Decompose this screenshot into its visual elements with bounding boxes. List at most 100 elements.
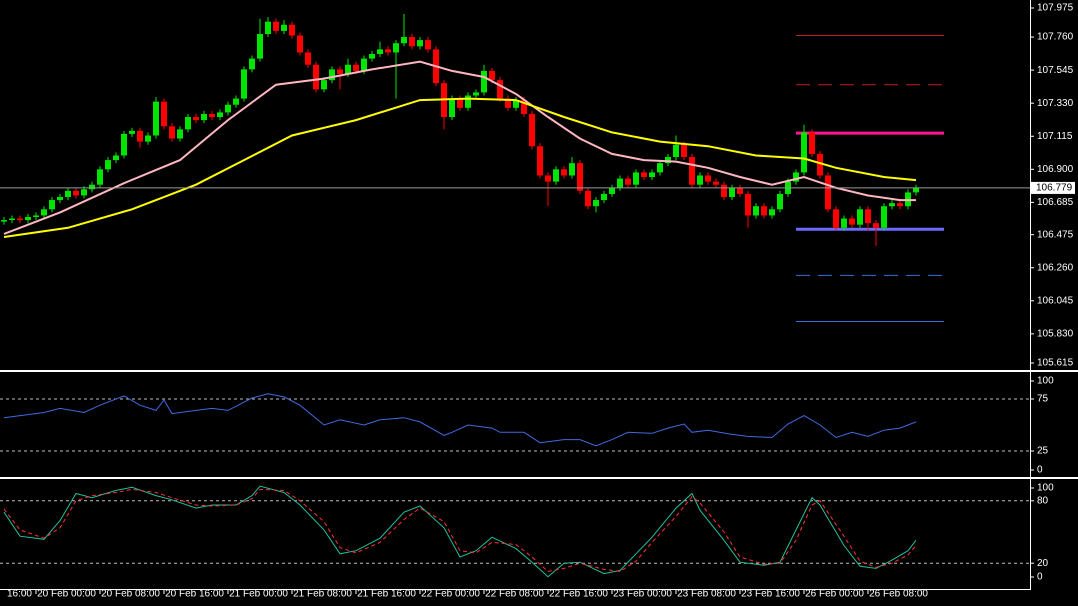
x-tick-label: 20 Feb 08:00 bbox=[101, 589, 160, 600]
x-tick-label: 21 Feb 08:00 bbox=[293, 589, 352, 600]
candle-body bbox=[241, 69, 247, 99]
candle-body bbox=[473, 92, 479, 96]
indicator-line bbox=[3, 485, 917, 578]
candle-body bbox=[481, 70, 487, 93]
x-tick-label: 26 Feb 00:00 bbox=[805, 589, 864, 600]
candle-body bbox=[265, 21, 271, 34]
x-tick-label: 21 Feb 00:00 bbox=[229, 589, 288, 600]
candle-body bbox=[129, 130, 135, 134]
candle-body bbox=[169, 126, 175, 139]
candle-body bbox=[865, 209, 871, 224]
candle-body bbox=[281, 24, 287, 31]
candle-body bbox=[417, 40, 423, 47]
candle-body bbox=[425, 40, 431, 50]
x-tick-label: 16:00 bbox=[7, 589, 32, 600]
y-tick-label: 107.760 bbox=[1037, 32, 1074, 43]
candle-body bbox=[617, 178, 623, 188]
candle-body bbox=[73, 190, 79, 196]
candle-body bbox=[793, 172, 799, 182]
candle-body bbox=[105, 160, 111, 170]
candle-body bbox=[777, 193, 783, 210]
candle-body bbox=[641, 172, 647, 178]
candle-body bbox=[513, 100, 519, 108]
y-tick-label: 105.615 bbox=[1037, 358, 1074, 369]
candle-body bbox=[33, 215, 39, 217]
y-tick-label: 100 bbox=[1037, 483, 1054, 494]
candle-body bbox=[209, 113, 215, 118]
moving-average bbox=[3, 97, 917, 238]
y-tick-label: 0 bbox=[1037, 572, 1043, 583]
candle-body bbox=[329, 69, 335, 81]
candle-body bbox=[625, 178, 631, 185]
y-tick-label: 75 bbox=[1037, 394, 1049, 405]
y-tick-label: 107.975 bbox=[1037, 3, 1074, 14]
candle-body bbox=[377, 49, 383, 54]
candle-body bbox=[881, 206, 887, 228]
y-tick-label: 25 bbox=[1037, 446, 1049, 457]
candle-body bbox=[177, 129, 183, 139]
y-tick-label: 100 bbox=[1037, 376, 1054, 387]
candle-body bbox=[17, 218, 23, 221]
y-tick-label: 106.260 bbox=[1037, 262, 1074, 273]
x-tick-label: 26 Feb 08:00 bbox=[869, 589, 928, 600]
candle-body bbox=[633, 172, 639, 185]
x-tick-label: 22 Feb 16:00 bbox=[549, 589, 608, 600]
y-tick-label: 105.830 bbox=[1037, 329, 1074, 340]
candle-body bbox=[321, 80, 327, 90]
candle-body bbox=[305, 52, 311, 65]
candle-body bbox=[449, 98, 455, 118]
candle-body bbox=[457, 98, 463, 108]
candle-body bbox=[521, 100, 527, 114]
y-tick-label: 80 bbox=[1037, 495, 1049, 506]
candle-body bbox=[873, 223, 879, 228]
candle-body bbox=[721, 184, 727, 197]
candle-body bbox=[1, 220, 7, 222]
candle-body bbox=[313, 64, 319, 90]
candle-body bbox=[609, 187, 615, 194]
candle-body bbox=[705, 175, 711, 182]
candle-body bbox=[369, 53, 375, 59]
candle-body bbox=[833, 209, 839, 228]
y-tick-label: 107.330 bbox=[1037, 98, 1074, 109]
candle-body bbox=[897, 203, 903, 207]
candle-body bbox=[545, 175, 551, 182]
candle-body bbox=[673, 144, 679, 158]
candle-body bbox=[361, 58, 367, 71]
candle-body bbox=[401, 37, 407, 44]
candle-body bbox=[537, 146, 543, 176]
y-tick-label: 106.045 bbox=[1037, 295, 1074, 306]
candle-body bbox=[529, 113, 535, 147]
candle-body bbox=[553, 169, 559, 182]
candle-body bbox=[145, 135, 151, 142]
candle-body bbox=[41, 209, 47, 216]
candle-body bbox=[273, 21, 279, 31]
current-price-label: 106.779 bbox=[1036, 183, 1073, 194]
candle-body bbox=[689, 157, 695, 185]
indicator-line bbox=[3, 488, 917, 573]
candle-body bbox=[497, 80, 503, 99]
candle-body bbox=[385, 49, 391, 53]
y-tick-label: 0 bbox=[1037, 465, 1043, 476]
candle-body bbox=[409, 37, 415, 47]
candle-body bbox=[801, 132, 807, 173]
candle-body bbox=[57, 196, 63, 201]
candle-body bbox=[569, 163, 575, 176]
candle-body bbox=[713, 181, 719, 185]
y-tick-label: 107.115 bbox=[1037, 131, 1073, 142]
candle-body bbox=[489, 70, 495, 81]
candle-body bbox=[97, 169, 103, 185]
candle-body bbox=[697, 175, 703, 185]
panel bbox=[1, 13, 944, 323]
candle-body bbox=[753, 206, 759, 216]
candle-body bbox=[745, 193, 751, 216]
candle-body bbox=[657, 163, 663, 173]
candle-body bbox=[825, 175, 831, 210]
candle-body bbox=[81, 189, 87, 196]
candle-body bbox=[89, 184, 95, 190]
candle-body bbox=[649, 172, 655, 178]
candle-body bbox=[121, 133, 127, 156]
candle-body bbox=[857, 209, 863, 225]
candle-body bbox=[665, 157, 671, 164]
panel bbox=[3, 485, 917, 578]
candle-body bbox=[465, 95, 471, 108]
